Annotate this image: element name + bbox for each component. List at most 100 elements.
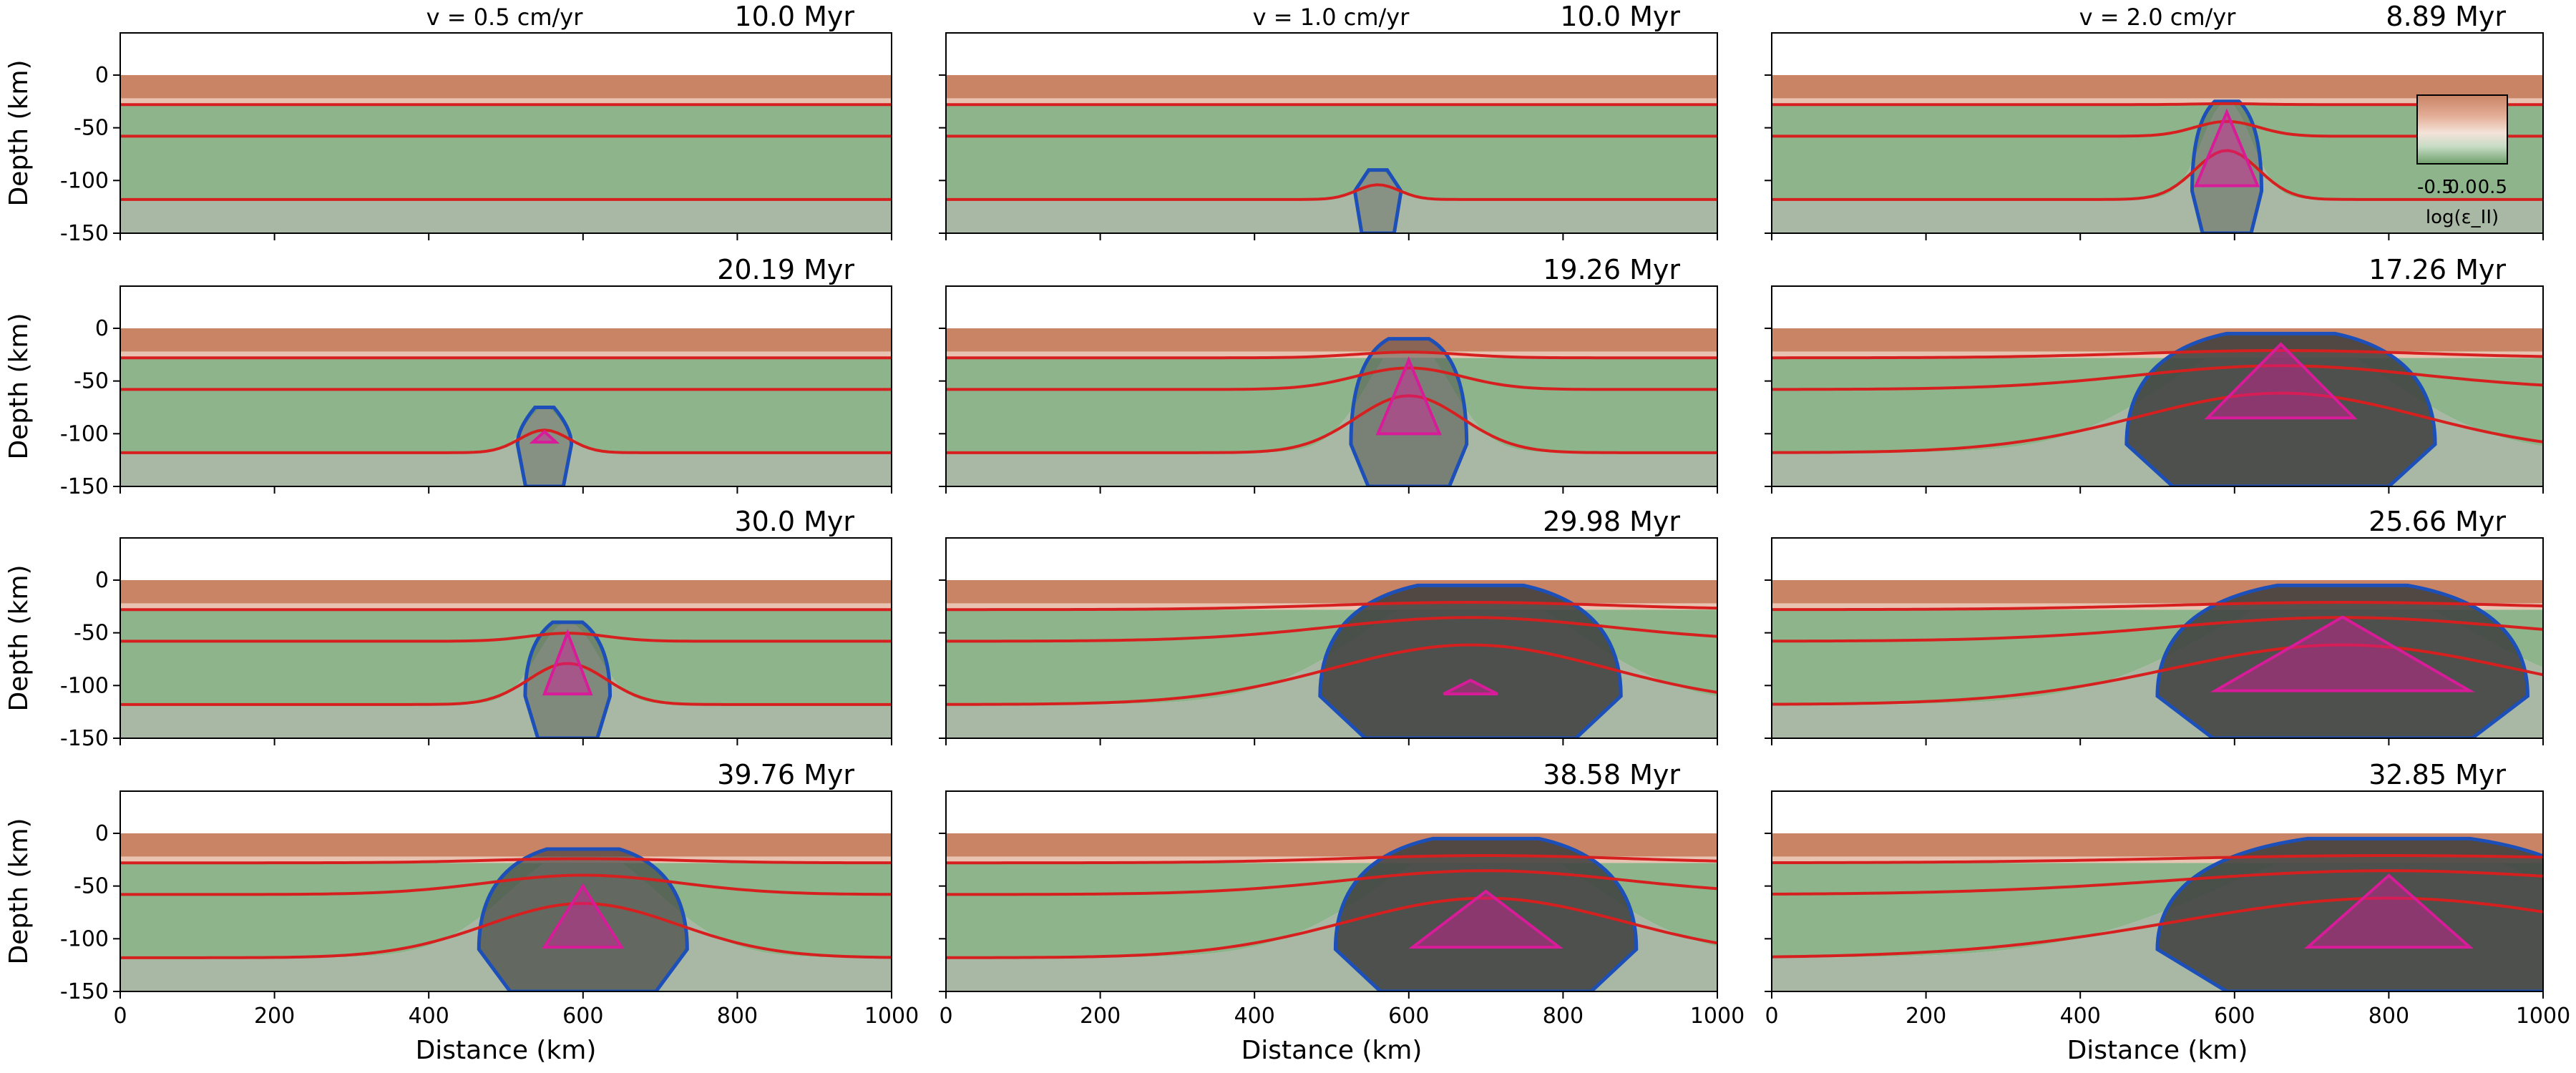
- mantle-lithosphere: [120, 609, 892, 705]
- isotherm-1: [946, 869, 1717, 896]
- panel-5: 17.26 Myr: [1765, 254, 2544, 494]
- deformed-region: [2126, 333, 2436, 486]
- mantle-lithosphere: [946, 838, 1717, 958]
- colorbar-tick-neg: -0.5: [2417, 177, 2454, 198]
- y-tick-label: -100: [60, 168, 109, 193]
- isotherm-2: [946, 896, 1717, 959]
- melt-region: [2193, 108, 2260, 187]
- isotherm-2: [120, 662, 892, 706]
- time-label: 17.26 Myr: [2368, 254, 2506, 285]
- y-axis-label: Depth (km): [4, 313, 34, 459]
- x-tick-label: 0: [939, 1004, 952, 1029]
- mantle-lithosphere: [946, 338, 1717, 453]
- panel-frame: [119, 790, 892, 992]
- y-tick-label: -50: [74, 874, 109, 899]
- isotherm-0: [946, 601, 1717, 612]
- panel-content: [1772, 328, 2543, 486]
- panel-frame: [945, 537, 1718, 739]
- upper-crust: [1772, 74, 2543, 99]
- panel-frame: [1771, 537, 2544, 739]
- isotherm-2: [120, 901, 892, 959]
- x-axis-label: Distance (km): [2067, 1036, 2248, 1065]
- asthenosphere-upwelling: [946, 338, 1717, 486]
- isotherm-2: [1772, 643, 2543, 706]
- panel-frame: [945, 790, 1718, 992]
- panel-content: [120, 328, 892, 486]
- mantle-lithosphere: [1772, 101, 2543, 200]
- deformed-region: [479, 849, 688, 991]
- panel-frame: [1771, 790, 2544, 992]
- upper-crust: [120, 579, 892, 604]
- time-label: 39.76 Myr: [717, 759, 854, 790]
- isotherm-2: [1772, 391, 2543, 454]
- x-tick-label: 200: [1906, 1004, 1946, 1029]
- time-label: 10.0 Myr: [1560, 1, 1680, 32]
- plume-contour: [515, 405, 574, 486]
- time-label: 8.89 Myr: [2386, 1, 2506, 32]
- isotherm-2: [1772, 149, 2543, 201]
- plume-contour: [1352, 168, 1403, 233]
- y-tick-label: 0: [95, 821, 109, 846]
- deformed-region: [1335, 838, 1636, 991]
- x-tick-label: 0: [1765, 1004, 1778, 1029]
- panels-layer: 0 -50 -100 -150 Depth (km) 10.0 Myr 10.0 Myr 8.…: [4, 1, 2570, 1065]
- velocity-label-1.0: v = 1.0 cm/yr: [1253, 4, 1410, 31]
- melt-region: [2204, 342, 2358, 420]
- y-axis-label: Depth (km): [4, 564, 34, 711]
- x-tick-label: 1000: [864, 1004, 919, 1029]
- melt-region: [2210, 615, 2476, 692]
- y-tick-label: -150: [60, 726, 109, 751]
- panel-content: [120, 579, 892, 738]
- x-tick-label: 0: [113, 1004, 127, 1029]
- isotherm-0: [1772, 349, 2543, 360]
- isotherm-1: [1772, 616, 2543, 643]
- melt-region: [1408, 889, 1563, 949]
- isotherm-0: [1772, 854, 2543, 865]
- panel-content: [1772, 579, 2543, 738]
- melt-region: [2303, 873, 2474, 949]
- plume-contour: [2155, 836, 2543, 991]
- panel-frame: [1771, 285, 2544, 487]
- deformed-region: [525, 622, 610, 738]
- isotherm-1: [120, 632, 892, 643]
- asthenosphere-upwelling: [120, 199, 892, 233]
- x-tick-label: 800: [717, 1004, 758, 1029]
- time-label: 30.0 Myr: [734, 506, 854, 537]
- panel-content: [120, 74, 892, 233]
- colorbar-tick-zero: 0.0: [2447, 177, 2477, 198]
- colorbar-tick-pos: 0.5: [2478, 177, 2507, 198]
- isotherm-2: [946, 394, 1717, 454]
- time-label: 25.66 Myr: [2368, 506, 2506, 537]
- isotherm-1: [1772, 119, 2543, 138]
- upper-crust: [946, 74, 1717, 99]
- mantle-lithosphere: [120, 104, 892, 200]
- time-label: 10.0 Myr: [734, 1, 854, 32]
- y-tick-label: -100: [60, 421, 109, 446]
- isotherm-1: [120, 873, 892, 896]
- isotherm-2: [120, 428, 892, 454]
- colorbar-title: log(ε_II): [2426, 207, 2499, 228]
- panel-frame: [119, 32, 892, 234]
- x-tick-label: 400: [2060, 1004, 2101, 1029]
- panel-8: 25.66 Myr: [1765, 506, 2544, 745]
- mantle-lithosphere: [120, 849, 892, 958]
- panel-4: 19.26 Myr: [939, 254, 1718, 494]
- melt-region: [529, 429, 560, 444]
- time-label: 32.85 Myr: [2368, 759, 2506, 790]
- deformed-region: [2157, 585, 2528, 738]
- panel-content: [1772, 74, 2543, 233]
- x-tick-label: 1000: [2516, 1004, 2570, 1029]
- x-tick-label: 1000: [1690, 1004, 1745, 1029]
- panel-2: 8.89 Myr: [1765, 1, 2544, 240]
- panel-frame: [945, 32, 1718, 234]
- isotherm-0: [946, 351, 1717, 360]
- isotherm-0: [120, 857, 892, 865]
- x-axis-label: Distance (km): [1241, 1036, 1423, 1065]
- deformed-region: [2192, 101, 2262, 233]
- panel-content: [946, 833, 1717, 991]
- x-tick-label: 200: [1080, 1004, 1121, 1029]
- panel-frame: [119, 285, 892, 487]
- upper-crust: [946, 579, 1717, 604]
- isotherm-1: [946, 366, 1717, 391]
